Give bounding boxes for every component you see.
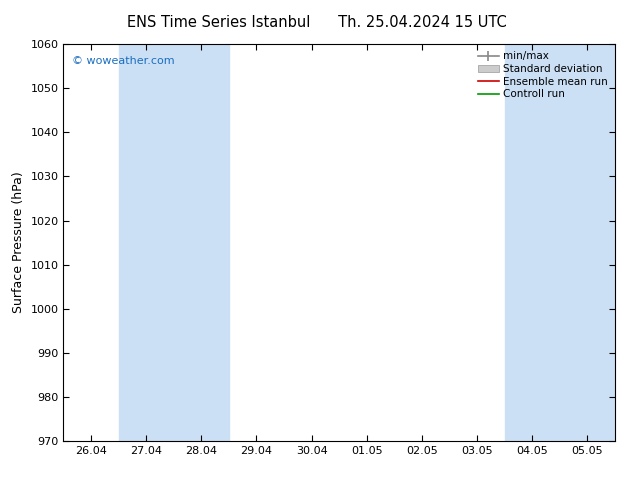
Bar [505,44,615,441]
Text: ENS Time Series Istanbul      Th. 25.04.2024 15 UTC: ENS Time Series Istanbul Th. 25.04.2024 … [127,15,507,30]
Bar [119,44,229,441]
Legend: min/max, Standard deviation, Ensemble mean run, Controll run: min/max, Standard deviation, Ensemble me… [476,49,610,101]
Text: © woweather.com: © woweather.com [72,56,174,66]
Y-axis label: Surface Pressure (hPa): Surface Pressure (hPa) [12,172,25,314]
